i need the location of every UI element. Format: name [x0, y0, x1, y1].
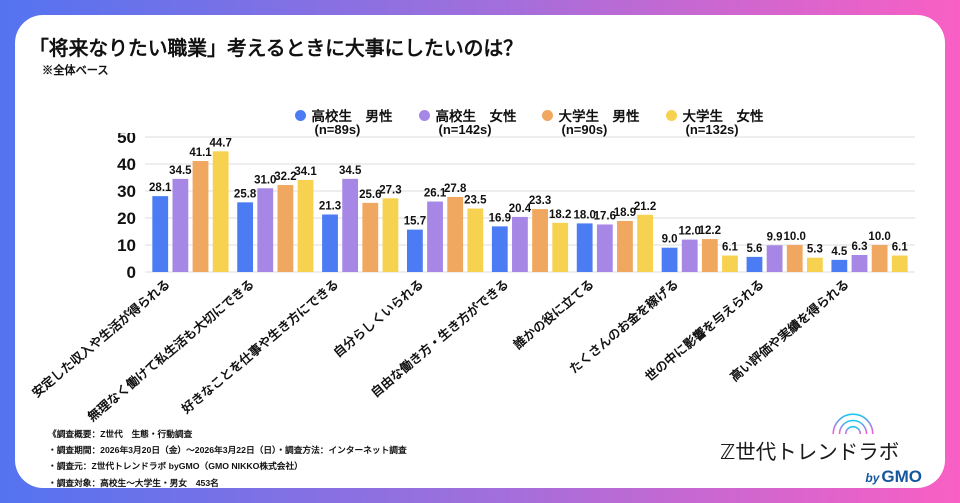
svg-text:18.2: 18.2 [549, 209, 571, 221]
svg-text:17.6: 17.6 [594, 210, 616, 222]
svg-text:21.3: 21.3 [319, 200, 341, 212]
svg-text:25.8: 25.8 [234, 188, 257, 200]
svg-text:10: 10 [117, 236, 136, 255]
svg-text:25.6: 25.6 [359, 189, 381, 201]
svg-text:12.0: 12.0 [679, 226, 701, 238]
svg-text:6.3: 6.3 [851, 241, 867, 253]
svg-text:20: 20 [117, 209, 136, 228]
svg-text:10.0: 10.0 [868, 231, 890, 243]
svg-text:27.3: 27.3 [379, 184, 401, 196]
svg-text:34.5: 34.5 [339, 165, 362, 177]
svg-text:31.0: 31.0 [254, 174, 276, 186]
svg-text:30: 30 [117, 182, 136, 201]
svg-text:5.3: 5.3 [807, 244, 823, 256]
svg-text:10.0: 10.0 [784, 231, 806, 243]
svg-text:18.0: 18.0 [573, 209, 595, 221]
svg-text:6.1: 6.1 [892, 242, 909, 254]
svg-text:27.8: 27.8 [444, 183, 467, 195]
svg-text:23.3: 23.3 [529, 195, 551, 207]
svg-text:23.5: 23.5 [464, 195, 487, 207]
svg-text:34.1: 34.1 [294, 166, 317, 178]
svg-text:21.2: 21.2 [634, 201, 656, 213]
svg-text:9.9: 9.9 [767, 231, 783, 243]
svg-text:32.2: 32.2 [274, 171, 296, 183]
svg-text:34.5: 34.5 [169, 165, 192, 177]
svg-text:12.2: 12.2 [699, 225, 721, 237]
svg-text:0: 0 [127, 263, 136, 282]
svg-text:40: 40 [117, 155, 136, 174]
svg-text:50: 50 [117, 133, 136, 147]
svg-text:5.6: 5.6 [746, 243, 762, 255]
svg-text:6.1: 6.1 [722, 242, 739, 254]
svg-text:9.0: 9.0 [662, 234, 678, 246]
svg-text:4.5: 4.5 [831, 246, 848, 258]
svg-text:15.7: 15.7 [404, 216, 426, 228]
svg-text:28.1: 28.1 [149, 182, 172, 194]
svg-text:18.9: 18.9 [614, 207, 636, 219]
svg-text:44.7: 44.7 [209, 137, 231, 149]
svg-text:16.9: 16.9 [489, 212, 511, 224]
